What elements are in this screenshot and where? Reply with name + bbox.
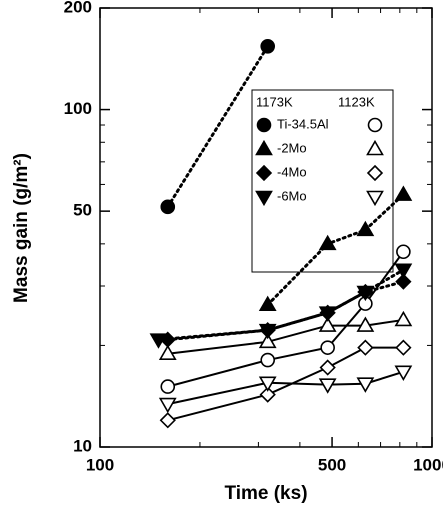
legend-marker [256, 117, 272, 133]
marker [258, 323, 277, 340]
marker [394, 310, 413, 327]
marker [258, 376, 277, 392]
legend-marker [366, 164, 384, 182]
marker [159, 412, 176, 429]
series-line [166, 44, 270, 209]
marker [258, 332, 277, 349]
marker [318, 306, 337, 322]
marker [258, 295, 277, 312]
y-tick-label: 200 [64, 0, 92, 16]
x-tick-label: 500 [318, 455, 346, 474]
marker [318, 378, 337, 394]
legend-label: -6Mo [277, 188, 307, 203]
marker [259, 386, 276, 403]
marker [356, 316, 375, 332]
legend-marker [366, 190, 384, 207]
plot-frame [99, 7, 433, 448]
marker [356, 220, 375, 237]
legend-marker [255, 139, 273, 156]
marker [396, 244, 411, 260]
legend-marker [255, 190, 273, 207]
marker [394, 365, 413, 381]
series-line [266, 193, 405, 307]
marker [357, 339, 374, 356]
marker [356, 285, 375, 302]
marker [260, 39, 276, 54]
marker [395, 339, 412, 356]
legend-header: 1173K [256, 94, 293, 109]
marker [318, 316, 337, 332]
marker [160, 199, 176, 215]
legend-marker [255, 164, 273, 182]
y-tick-label: 50 [73, 201, 92, 220]
legend-label: -4Mo [277, 164, 307, 179]
marker [320, 340, 335, 355]
legend-label: Ti-34.5Al [277, 116, 329, 131]
marker [395, 273, 412, 290]
marker [394, 185, 413, 201]
y-tick-label: 10 [73, 436, 92, 455]
series-line [156, 268, 405, 342]
marker [260, 352, 276, 368]
y-axis-title: Mass gain (g/m²) [11, 153, 32, 303]
marker [160, 379, 176, 394]
marker [149, 333, 168, 349]
marker [158, 397, 177, 414]
legend-header: 1123K [338, 94, 375, 109]
marker [158, 344, 177, 361]
marker [394, 263, 413, 279]
legend-marker [366, 139, 384, 156]
y-tick-label: 100 [64, 99, 92, 118]
marker [318, 234, 337, 251]
legend-label: -2Mo [277, 140, 307, 155]
x-tick-label: 1000 [413, 455, 443, 474]
x-tick-label: 100 [86, 455, 114, 474]
marker [356, 377, 375, 393]
x-axis-title: Time (ks) [224, 483, 307, 504]
legend-marker [367, 117, 383, 133]
marker [319, 359, 336, 376]
